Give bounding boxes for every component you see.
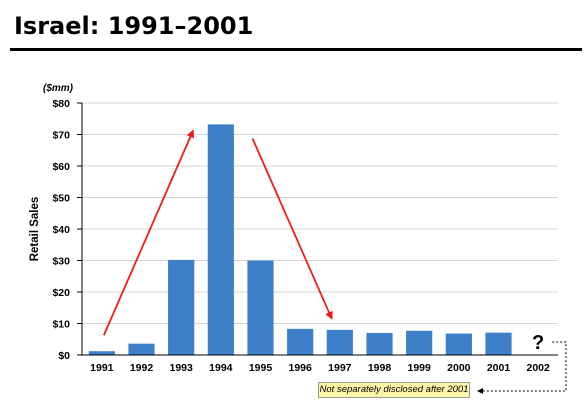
title-underline xyxy=(10,48,582,51)
bar-1996 xyxy=(287,328,314,355)
x-tick-label: 1996 xyxy=(288,362,312,374)
x-tick-label: 1998 xyxy=(368,362,392,374)
x-tick-label: 1999 xyxy=(407,362,431,374)
y-tick-label: $60 xyxy=(52,161,70,173)
x-tick-label: 1992 xyxy=(130,362,154,374)
x-tick-label: 2000 xyxy=(447,362,471,374)
bar-1994 xyxy=(207,124,234,355)
bar-1998 xyxy=(366,332,393,355)
y-tick-label: $40 xyxy=(52,224,70,236)
bar-1991 xyxy=(88,351,115,355)
falling-trend-arrow xyxy=(251,138,333,320)
x-tick-label: 1995 xyxy=(249,362,273,374)
y-tick-label: $10 xyxy=(52,319,70,331)
y-tick-label: $0 xyxy=(58,350,70,362)
x-tick-label: 1993 xyxy=(169,362,193,374)
x-tick-label: 2002 xyxy=(526,362,550,374)
not-disclosed-note: Not separately disclosed after 2001 xyxy=(318,382,470,398)
bar-2000 xyxy=(445,333,472,355)
x-tick-label: 1991 xyxy=(90,362,114,374)
y-tick-label: $80 xyxy=(52,98,70,110)
y-tick-label: $30 xyxy=(52,256,70,268)
rising-trend-arrow xyxy=(103,129,195,336)
x-tick-label: 2001 xyxy=(487,362,511,374)
x-tick-label: 1994 xyxy=(209,362,233,374)
y-unit-label: ($mm) xyxy=(43,83,74,94)
bar-2001 xyxy=(485,332,512,355)
bar-1999 xyxy=(406,330,433,355)
missing-value-marker: ? xyxy=(532,332,544,354)
y-tick-label: $70 xyxy=(52,130,70,142)
bar-1995 xyxy=(247,260,274,355)
y-tick-label: $20 xyxy=(52,287,70,299)
y-axis-title: Retail Sales xyxy=(29,197,41,262)
bar-1993 xyxy=(168,259,195,355)
bar-1992 xyxy=(128,343,155,355)
y-tick-label: $50 xyxy=(52,193,70,205)
bar-1997 xyxy=(326,329,353,355)
x-tick-label: 1997 xyxy=(328,362,352,374)
page-title: Israel: 1991–2001 xyxy=(14,12,254,40)
